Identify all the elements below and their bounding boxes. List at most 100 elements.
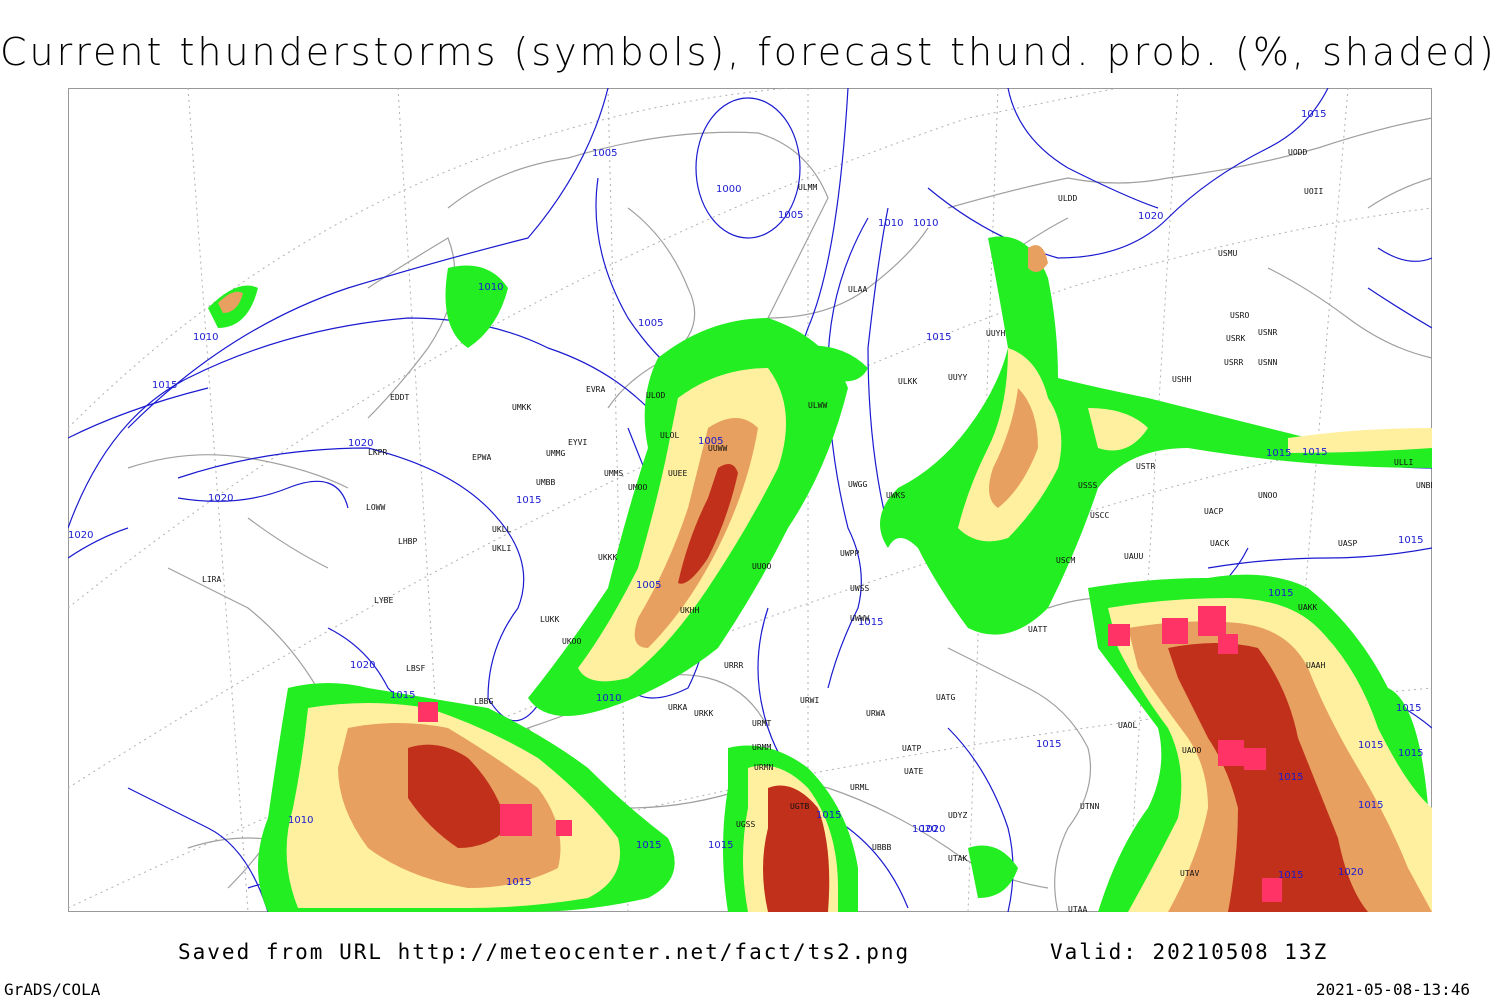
station-label: EPWA xyxy=(472,453,491,462)
station-label: UWGG xyxy=(848,480,867,489)
station-label: USSS xyxy=(1078,481,1097,490)
station-label: USCM xyxy=(1056,556,1075,565)
station-label: UACP xyxy=(1204,507,1223,516)
station-label: UMOO xyxy=(628,483,647,492)
chart-title: Current thunderstorms (symbols), forecas… xyxy=(0,30,1497,74)
station-label: URMN xyxy=(754,763,773,772)
station-label: ULKK xyxy=(898,377,917,386)
isobar-label: 1010 xyxy=(193,332,218,343)
isobar-label: 1010 xyxy=(913,218,938,229)
isobar-label: 1020 xyxy=(350,660,375,671)
isobar-label: 1015 xyxy=(636,840,661,851)
station-label: UWPP xyxy=(840,549,859,558)
isobar-label: 1015 xyxy=(926,332,951,343)
isobar-label: 1020 xyxy=(1138,211,1163,222)
station-label: URMM xyxy=(752,743,771,752)
station-label: UOII xyxy=(1304,187,1323,196)
isobar-label: 1020 xyxy=(912,824,937,835)
isobar-label: 1015 xyxy=(1036,739,1061,750)
station-label: UUYH xyxy=(986,329,1005,338)
station-label: UKLL xyxy=(492,525,511,534)
station-label: UASP xyxy=(1338,539,1357,548)
isobar-label: 1010 xyxy=(478,282,503,293)
station-label: USTR xyxy=(1136,462,1155,471)
station-label: UGTB xyxy=(790,802,809,811)
isobar-label: 1005 xyxy=(778,210,803,221)
isobar-label: 1005 xyxy=(636,580,661,591)
station-label: LBSF xyxy=(406,664,425,673)
station-label: UATE xyxy=(904,767,923,776)
isobar-label: 1005 xyxy=(592,148,617,159)
station-label: UTAA xyxy=(1068,905,1087,912)
station-label: UKLI xyxy=(492,544,511,553)
storm-symbol xyxy=(1162,618,1188,644)
map-area: 1005 1000 1005 1010 1010 1020 1015 1010 1010 1005… xyxy=(68,88,1432,912)
station-label: ULMM xyxy=(798,183,817,192)
storm-symbol xyxy=(500,804,532,836)
station-label: URKA xyxy=(668,703,687,712)
isobar-label: 1015 xyxy=(152,380,177,391)
isobar-label: 1005 xyxy=(638,318,663,329)
station-label: URML xyxy=(850,783,869,792)
station-label: USHH xyxy=(1172,375,1191,384)
station-label: URMT xyxy=(752,719,771,728)
isobar-label: 1010 xyxy=(288,815,313,826)
station-label: URWI xyxy=(800,696,819,705)
station-label: UTAV xyxy=(1180,869,1199,878)
station-label: URRR xyxy=(724,661,743,670)
station-label: EYVI xyxy=(568,438,587,447)
station-label: LUKK xyxy=(540,615,559,624)
isobar-label: 1015 xyxy=(1278,772,1303,783)
station-label: ULDD xyxy=(1058,194,1077,203)
isobar-label: 1015 xyxy=(1398,535,1423,546)
station-label: LOWW xyxy=(366,503,385,512)
station-label: UAOL xyxy=(1118,721,1137,730)
isobar-label: 1015 xyxy=(858,617,883,628)
station-label: UATG xyxy=(936,693,955,702)
station-label: LBBG xyxy=(474,697,493,706)
station-label: URWA xyxy=(866,709,885,718)
station-label: UKKK xyxy=(598,553,617,562)
isobar-label: 1020 xyxy=(920,824,945,835)
station-label: ULOL xyxy=(660,431,679,440)
station-label: UODD xyxy=(1288,148,1307,157)
station-label: UMBB xyxy=(536,478,555,487)
render-timestamp: 2021-05-08-13:46 xyxy=(1315,980,1470,999)
isobar-label: 1015 xyxy=(506,877,531,888)
weather-map: 1005 1000 1005 1010 1010 1020 1015 1010 1010 1005… xyxy=(68,88,1432,912)
storm-symbol xyxy=(1108,624,1130,646)
station-label: UACK xyxy=(1210,539,1229,548)
station-label: ULLI xyxy=(1394,458,1413,467)
station-label: EDDT xyxy=(390,393,409,402)
isobar-labels: 1005 1000 1005 1010 1010 1020 1015 1010 1010 1005… xyxy=(68,109,1423,888)
isobar-label: 1020 xyxy=(348,438,373,449)
isobar-label: 1020 xyxy=(208,493,233,504)
storm-symbol xyxy=(1244,748,1266,770)
station-label: ULOD xyxy=(646,391,665,400)
station-label: UWKS xyxy=(886,491,905,500)
station-label: USCC xyxy=(1090,511,1109,520)
isobar-label: 1000 xyxy=(716,184,741,195)
station-label: USRK xyxy=(1226,334,1245,343)
station-label: UWSS xyxy=(850,584,869,593)
isobar-label: 1020 xyxy=(68,530,93,541)
isobar-label: 1015 xyxy=(1358,740,1383,751)
station-label: UMMS xyxy=(604,469,623,478)
isobar-label: 1010 xyxy=(878,218,903,229)
station-label: UAOO xyxy=(1182,746,1201,755)
station-label: LHBP xyxy=(398,537,417,546)
station-label: UATP xyxy=(902,744,921,753)
station-label: USMU xyxy=(1218,249,1237,258)
isobar-label: 1015 xyxy=(816,810,841,821)
station-label: USRR xyxy=(1224,358,1243,367)
isobar-label: 1010 xyxy=(596,693,621,704)
station-label: UAAH xyxy=(1306,661,1325,670)
station-label: UUEE xyxy=(668,469,687,478)
isobar-label: 1015 xyxy=(1301,109,1326,120)
station-label: EVRA xyxy=(586,385,605,394)
station-label: UMMG xyxy=(546,449,565,458)
station-label: UUYY xyxy=(948,373,967,382)
isobar-label: 1015 xyxy=(516,495,541,506)
station-label: UUWW xyxy=(708,444,727,453)
station-label: UAKK xyxy=(1298,603,1317,612)
